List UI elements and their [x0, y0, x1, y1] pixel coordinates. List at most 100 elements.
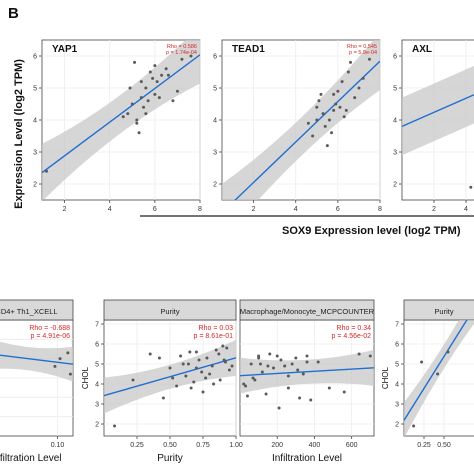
y-tick-label: 2	[393, 182, 397, 189]
data-point	[412, 424, 416, 428]
data-point	[188, 350, 192, 354]
data-point	[275, 354, 279, 358]
data-point	[144, 86, 148, 90]
data-point	[305, 360, 309, 364]
data-point	[279, 358, 283, 362]
data-point	[251, 376, 255, 380]
data-point	[157, 356, 161, 360]
y-tick-label: 3	[95, 402, 99, 409]
data-point	[189, 386, 193, 390]
facet-title: Purity	[160, 307, 179, 316]
data-point	[212, 382, 216, 386]
facet-strip	[103, 299, 237, 321]
data-point	[332, 108, 336, 112]
data-point	[153, 64, 157, 68]
data-point	[283, 364, 287, 368]
data-point	[128, 86, 132, 90]
data-point	[260, 370, 264, 374]
x-tick-label: 0.50	[437, 442, 451, 449]
data-point	[321, 112, 325, 116]
y-tick-label: 4	[33, 118, 37, 125]
data-point	[258, 362, 262, 366]
x-tick-label: 2	[432, 206, 436, 213]
data-point	[286, 386, 290, 390]
data-point	[245, 394, 249, 398]
top-ylabel: Expression Level (log2 TPM)	[13, 59, 25, 209]
data-point	[332, 92, 336, 96]
data-point	[144, 112, 148, 116]
data-point	[344, 108, 348, 112]
facet-strip	[403, 299, 474, 321]
y-tick-label: 5	[213, 86, 217, 93]
stat-label: Rho = 0.586	[167, 44, 197, 50]
data-point	[268, 352, 272, 356]
data-point	[171, 99, 175, 103]
data-point	[336, 89, 340, 93]
confidence-band	[222, 40, 380, 200]
stat-label: Rho = 0.34	[337, 325, 372, 332]
x-tick-label: 0.75	[196, 442, 210, 449]
y-tick-label: 3	[33, 150, 37, 157]
data-point	[420, 360, 424, 364]
data-point	[301, 372, 305, 376]
data-point	[161, 396, 165, 400]
y-tick-label: 2	[33, 182, 37, 189]
data-point	[290, 362, 294, 366]
data-point	[272, 366, 275, 370]
data-point	[214, 348, 218, 352]
y-tick-label: 2	[95, 422, 99, 429]
y-tick-label: 4	[395, 382, 399, 389]
data-point	[68, 372, 72, 376]
data-point	[135, 118, 139, 122]
data-point	[175, 89, 179, 93]
data-point	[436, 372, 440, 376]
x-tick-label: 0.10	[51, 442, 65, 449]
regression-line	[240, 367, 374, 377]
data-point	[249, 362, 253, 366]
x-tick-label: 1.00	[229, 442, 243, 449]
data-point	[175, 384, 179, 388]
data-point	[221, 344, 225, 348]
y-tick-label: 7	[395, 322, 399, 329]
data-point	[139, 96, 143, 100]
data-point	[139, 80, 143, 84]
data-point	[340, 80, 344, 84]
data-point	[168, 366, 172, 370]
data-point	[181, 362, 185, 366]
regression-line	[402, 93, 474, 128]
facet-title: CD4+ Th1_XCELL	[0, 307, 58, 316]
chart-panel-5: Purity Rho = 0.03p = 8.61e-01 0.25 0.50 0.75…	[81, 299, 243, 464]
data-point	[217, 352, 221, 356]
data-point	[137, 131, 141, 135]
x-tick-label: 2	[252, 206, 256, 213]
x-axis-label: Infiltration Level	[272, 453, 342, 464]
y-axis-label: CHOL	[381, 366, 390, 389]
data-point	[357, 86, 361, 90]
stat-label: Rho = 0.545	[347, 44, 377, 50]
data-point	[148, 70, 152, 74]
data-point	[349, 60, 353, 64]
data-point	[205, 356, 209, 360]
x-tick-label: 4	[294, 206, 298, 213]
data-point	[186, 362, 190, 366]
panel-title: YAP1	[52, 44, 78, 55]
data-point	[230, 364, 234, 368]
data-point	[142, 105, 146, 109]
data-point	[327, 118, 331, 122]
data-point	[446, 350, 450, 354]
data-point	[146, 99, 150, 103]
data-point	[58, 357, 62, 361]
data-point	[306, 121, 310, 125]
data-point	[192, 380, 196, 384]
data-point	[45, 169, 49, 173]
y-tick-label: 4	[95, 382, 99, 389]
x-tick-label: 0.25	[130, 442, 144, 449]
data-point	[155, 80, 159, 84]
y-tick-label: 7	[95, 322, 99, 329]
data-point	[179, 354, 183, 358]
y-tick-label: 3	[395, 402, 399, 409]
regression-line	[404, 320, 468, 421]
y-tick-label: 4	[393, 118, 397, 125]
data-point	[121, 115, 125, 119]
data-point	[201, 390, 205, 394]
